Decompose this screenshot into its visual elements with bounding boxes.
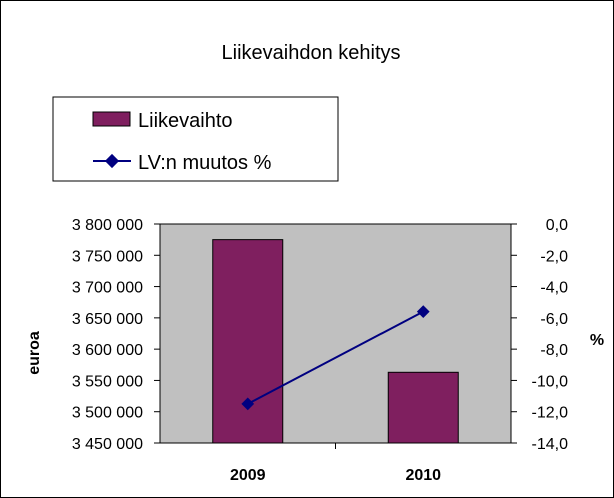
line-muutos: [247, 310, 424, 405]
left-tick-label: 3 600 000: [72, 342, 143, 359]
left-tick-label: 3 700 000: [72, 280, 143, 297]
chart-title: Liikevaihdon kehitys: [222, 42, 401, 64]
right-tick-label: -14,0: [532, 436, 569, 453]
legend-label-muutos: LV:n muutos %: [138, 152, 272, 174]
line-series: [241, 305, 430, 411]
y-axis-label-right: %: [590, 332, 604, 349]
line-point-2010: [416, 305, 430, 318]
left-tick-label: 3 450 000: [72, 436, 143, 453]
left-tick-label: 3 750 000: [72, 248, 143, 265]
bar-2010: [387, 371, 459, 444]
right-tick-label: -2,0: [540, 248, 568, 265]
legend-label-liikevaihto: Liikevaihto: [138, 110, 233, 132]
left-tick-label: 3 500 000: [72, 405, 143, 422]
right-tick-label: 0,0: [546, 217, 568, 234]
right-tick-label: -8,0: [540, 342, 568, 359]
x-tick-label: 2010: [405, 467, 441, 484]
left-tick-label: 3 800 000: [72, 217, 143, 234]
right-tick-label: -10,0: [532, 373, 569, 390]
x-tick-label: 2009: [230, 467, 266, 484]
right-tick-label: -4,0: [540, 280, 568, 297]
y-axis-label: euroa: [26, 331, 43, 375]
right-axis: 0,0 -2,0 -4,0 -6,0 -8,0 -10,0 -12,0 -14,0: [510, 217, 569, 453]
x-axis: 2009 2010: [230, 443, 441, 484]
line-point-2009: [241, 397, 255, 411]
legend-swatch-liikevaihto: [92, 111, 131, 127]
legend-box: [52, 96, 339, 182]
legend: Liikevaihto LV:n muutos %: [52, 96, 339, 182]
right-tick-label: -12,0: [532, 405, 569, 422]
left-tick-label: 3 650 000: [72, 311, 143, 328]
right-tick-label: -6,0: [540, 311, 568, 328]
bar-2009: [212, 239, 284, 444]
left-tick-label: 3 550 000: [72, 373, 143, 390]
left-axis: 3 800 000 3 750 000 3 700 000 3 650 000 3 60…: [72, 217, 161, 453]
